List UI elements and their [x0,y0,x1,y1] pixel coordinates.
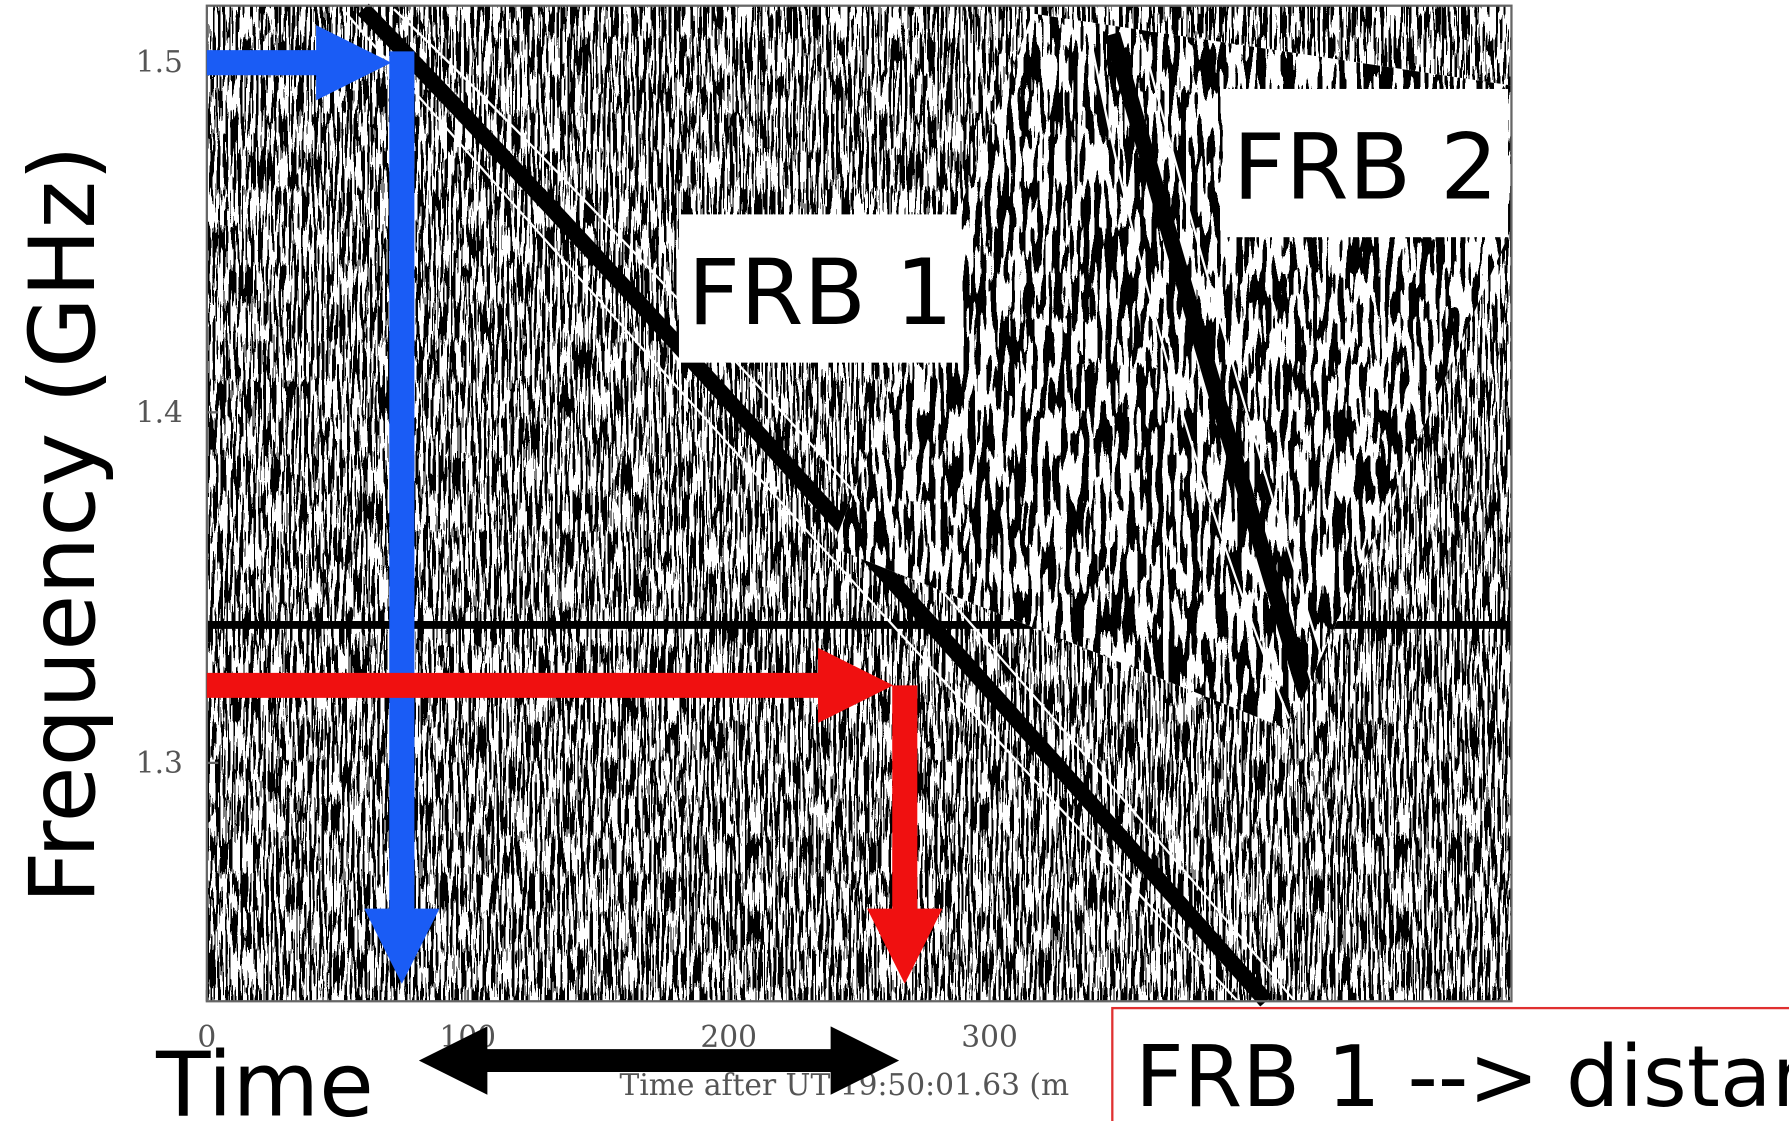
annotation: FRB 2 [1233,113,1498,220]
y-axis-label: Frequency (GHz) [9,145,116,904]
y-tick-label: 1.3 [136,745,183,780]
annotation: FRB 1 [688,239,953,346]
x-axis-label: Time after UT 19:50:01.63 (m [620,1067,1070,1102]
annotation: FRB 1 --> distant [1135,1028,1789,1121]
x-tick-label: 100 [439,1019,496,1054]
chart: 01002003001.31.41.5 Time after UT 19:50:… [0,0,1789,1121]
x-tick-label: 200 [700,1019,757,1054]
annotation: Time [155,1032,374,1121]
y-tick-label: 1.4 [136,395,183,430]
x-tick-label: 300 [961,1019,1018,1054]
y-tick-label: 1.5 [136,44,183,79]
